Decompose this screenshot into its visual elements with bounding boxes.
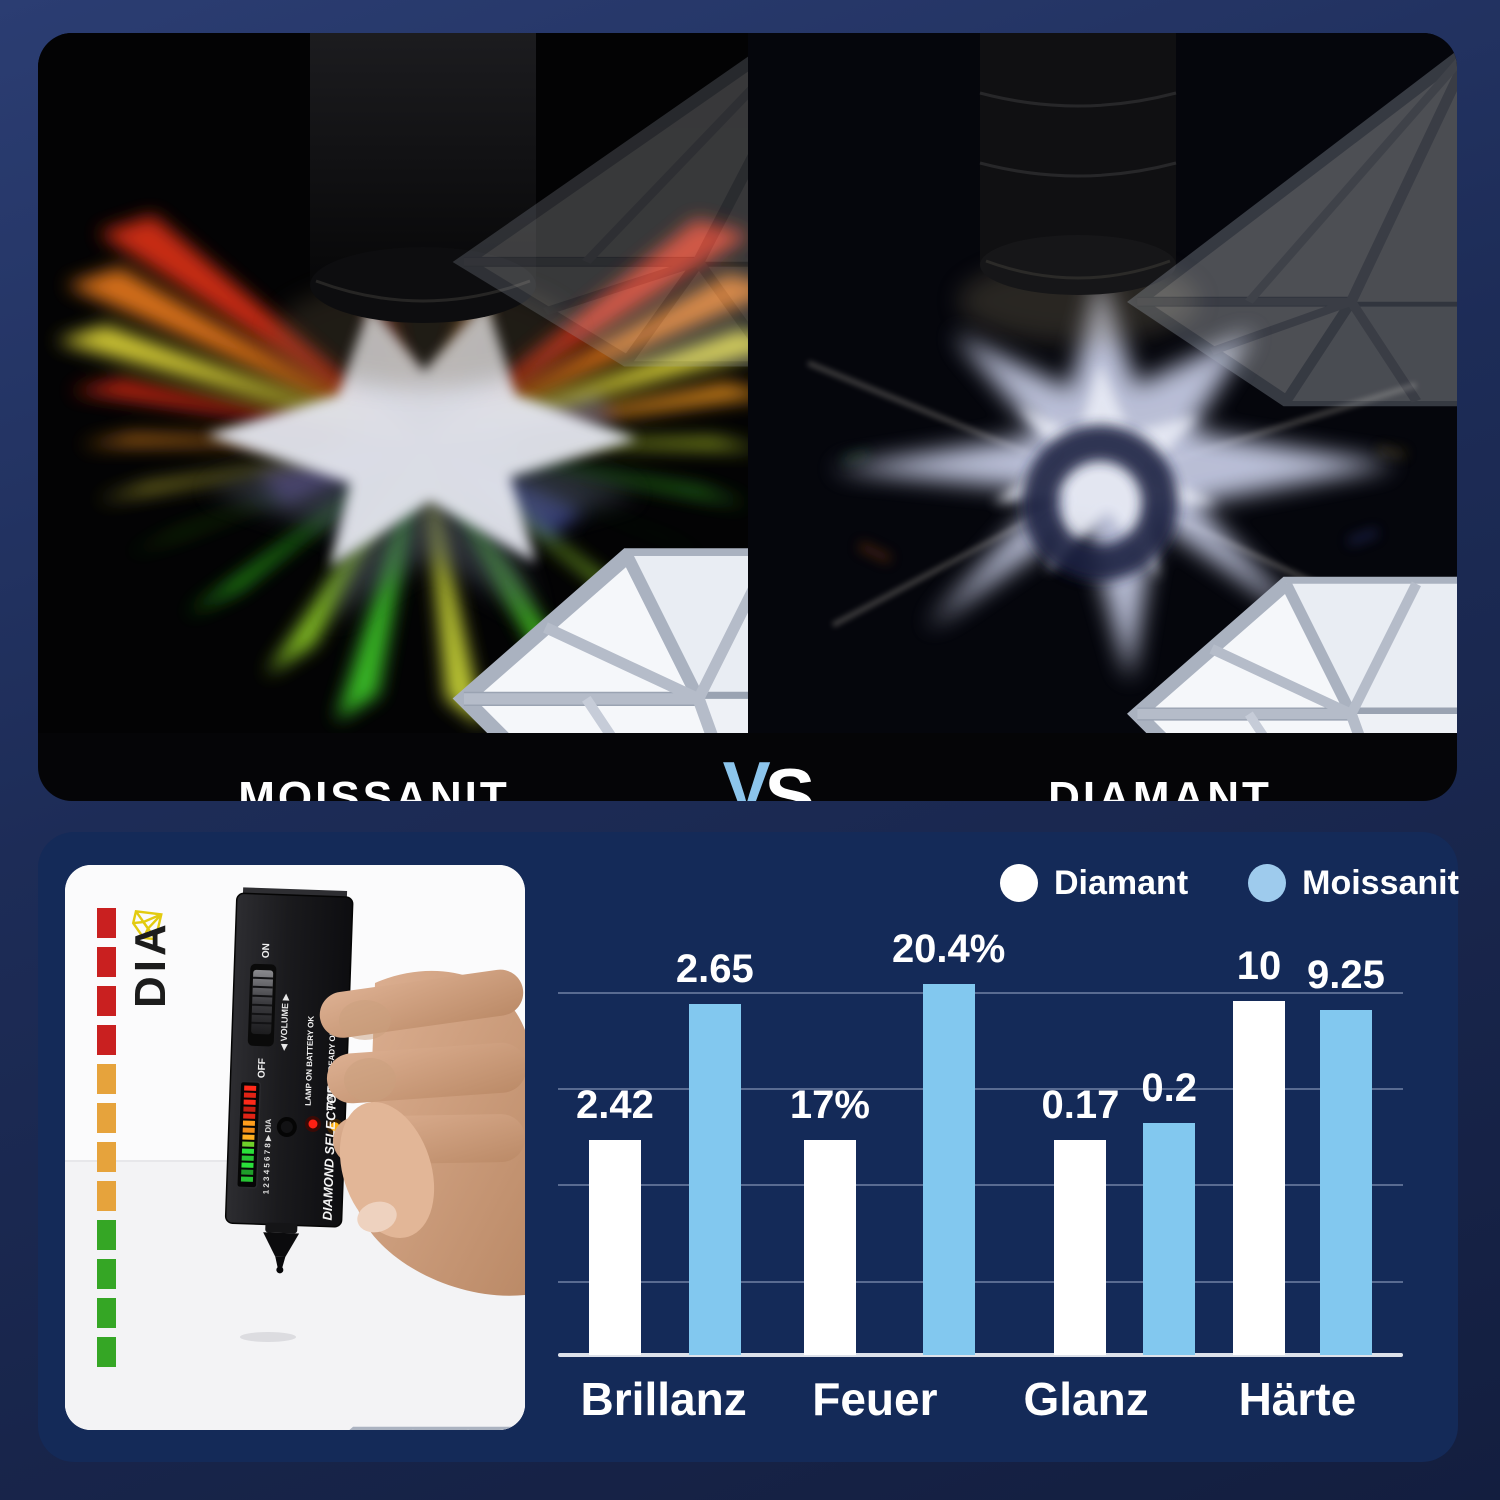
category-axis-labels: Brillanz Feuer Glanz Härte <box>558 1372 1403 1426</box>
grade-scale-squares <box>97 908 116 1367</box>
value-label-diamant-feuer: 17% <box>789 1083 870 1127</box>
bar-moissanit-härte <box>1319 1010 1372 1355</box>
moissanit-label: MOISSANIT <box>238 773 510 801</box>
value-label-moissanit-glanz: 0.2 <box>1141 1066 1197 1110</box>
tester-photo: DIA ON OFF ◀ VOLUME ▶ <box>65 865 525 1430</box>
diamond-outline-icon <box>131 910 163 941</box>
chart-legend: Diamant Moissanit <box>1000 862 1459 904</box>
category-label-feuer: Feuer <box>812 1373 938 1425</box>
value-label-diamant-härte: 10 <box>1236 944 1282 988</box>
value-label-diamant-brillanz: 2.42 <box>576 1083 654 1127</box>
thumb-nail <box>357 1201 397 1233</box>
diamant-dispersion-photo <box>748 33 1457 733</box>
device-brand-label: DIAMOND SELECTOR II <box>320 1073 340 1221</box>
bar-moissanit-brillanz <box>688 1004 741 1355</box>
device-battery-label: LAMP ON BATTERY OK <box>304 1016 316 1106</box>
bar-moissanit-glanz <box>1143 1123 1196 1355</box>
battery-led <box>304 1115 321 1132</box>
bar-diamant-feuer <box>803 1140 856 1355</box>
category-label-brillanz: Brillanz <box>580 1373 747 1425</box>
led-bargraph <box>240 1085 257 1182</box>
device-on-label: ON <box>261 943 273 958</box>
dia-label: DIA <box>126 920 175 1008</box>
bar-group-brillanz: 2.42 2.65 <box>576 947 754 1355</box>
device-scale-label: 1 2 3 4 5 6 7 8 ▶ DIA <box>261 1118 273 1194</box>
category-label-härte: Härte <box>1238 1373 1357 1425</box>
value-label-diamant-glanz: 0.17 <box>1041 1083 1120 1127</box>
moissanit-legend-label: Moissanit <box>1302 863 1459 902</box>
vs-letter-s: S <box>764 754 816 802</box>
bar-group-härte: 10 9.25 <box>1233 944 1385 1355</box>
moissanit-dispersion-photo <box>38 33 748 733</box>
value-label-moissanit-feuer: 20.4% <box>891 927 1006 971</box>
device-volume-label: ◀ VOLUME ▶ <box>278 993 290 1051</box>
probe-tip <box>263 1222 300 1274</box>
moissanit-legend-swatch <box>1248 864 1287 902</box>
bar-diamant-härte <box>1233 1001 1286 1355</box>
gridline <box>558 1088 1403 1090</box>
gridline <box>558 992 1403 994</box>
bar-group-feuer: 17% 20.4% <box>790 927 1005 1355</box>
bar-moissanit-feuer <box>922 984 975 1355</box>
hand <box>319 969 525 1296</box>
x-axis-line <box>558 1353 1403 1357</box>
category-label-glanz: Glanz <box>1023 1373 1149 1425</box>
diamant-legend-label: Diamant <box>1054 863 1189 902</box>
gridline <box>558 1184 1403 1186</box>
vs-letter-v: V <box>722 748 771 801</box>
diamond-tester-device: ON OFF ◀ VOLUME ▶ 1 2 3 4 5 6 7 8 ▶ DIA <box>224 887 354 1274</box>
value-label-moissanit-brillanz: 2.65 <box>675 947 754 991</box>
diamant-label: DIAMANT <box>1048 773 1272 801</box>
diamant-legend-swatch <box>1000 864 1038 902</box>
gridline <box>558 1281 1403 1283</box>
comparison-card: MOISSANIT VS DIAMANT <box>38 33 1457 801</box>
device-off-label: OFF <box>257 1058 269 1078</box>
tester-probe-right <box>958 33 1198 343</box>
comparison-bar-chart: 2.42 2.65 17% 20.4% 0.17 0.2 10 9.25 <box>558 927 1403 1357</box>
value-label-moissanit-härte: 9.25 <box>1307 953 1385 997</box>
bar-diamant-glanz <box>1054 1140 1107 1355</box>
bar-diamant-brillanz <box>588 1140 641 1355</box>
bar-group-glanz: 0.17 0.2 <box>1041 1066 1197 1355</box>
tester-card: DIA ON OFF ◀ VOLUME ▶ <box>65 865 525 1430</box>
vs-label: VS <box>723 749 816 801</box>
